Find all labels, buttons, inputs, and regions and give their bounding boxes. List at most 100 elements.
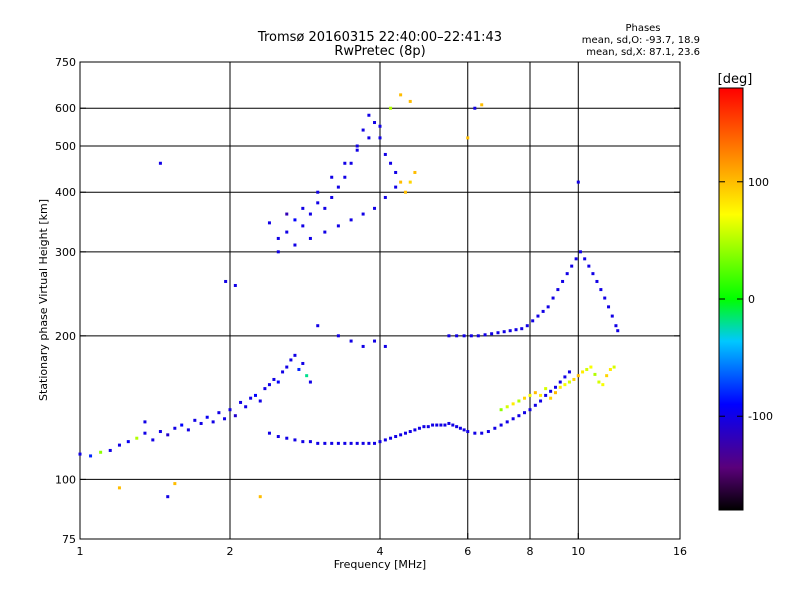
data-point	[576, 180, 580, 184]
data-point	[549, 396, 553, 400]
data-point	[289, 358, 293, 362]
data-point	[403, 431, 407, 435]
legend-heading: Phases	[625, 23, 660, 34]
data-point	[361, 128, 365, 132]
data-point	[533, 403, 537, 407]
data-point	[616, 329, 620, 333]
data-point	[323, 206, 327, 210]
data-point	[267, 431, 271, 435]
data-point	[258, 495, 262, 499]
data-point	[305, 374, 309, 378]
data-point	[361, 344, 365, 348]
data-point	[158, 161, 162, 165]
y-axis: 75 100 200 300 400 500 600 750	[55, 56, 680, 546]
data-point	[558, 385, 562, 389]
data-point	[389, 106, 393, 110]
data-point	[308, 212, 312, 216]
data-point	[166, 495, 170, 499]
data-point	[597, 380, 601, 384]
data-point	[293, 353, 297, 357]
data-point	[343, 175, 347, 179]
data-point	[589, 365, 593, 369]
x-tick-label: 6	[464, 545, 471, 558]
data-point	[605, 374, 609, 378]
data-point	[330, 441, 334, 445]
data-point	[323, 230, 327, 234]
data-point	[394, 170, 398, 174]
chart-subtitle: RwPretec (8p)	[334, 44, 425, 59]
data-point	[143, 431, 147, 435]
data-point	[469, 334, 473, 338]
data-point	[587, 264, 591, 268]
x-tick-label: 16	[673, 545, 687, 558]
data-point	[233, 283, 237, 287]
data-points	[78, 93, 620, 499]
x-tick-label: 1	[77, 545, 84, 558]
data-point	[614, 324, 618, 328]
data-point	[224, 279, 228, 283]
data-point	[267, 221, 271, 225]
data-point	[293, 438, 297, 442]
data-point	[525, 324, 529, 328]
data-point	[205, 415, 209, 419]
data-point	[301, 224, 305, 228]
data-point	[466, 430, 470, 434]
data-point	[595, 279, 599, 283]
data-point	[473, 431, 477, 435]
colorbar-tick-label: -100	[748, 410, 773, 423]
data-point	[276, 236, 280, 240]
data-point	[301, 206, 305, 210]
data-point	[349, 218, 353, 222]
data-point	[531, 319, 535, 323]
data-point	[143, 420, 147, 424]
data-point	[451, 423, 455, 427]
data-point	[561, 279, 565, 283]
data-point	[223, 417, 227, 421]
data-point	[343, 161, 347, 165]
data-point	[505, 420, 509, 424]
data-point	[556, 288, 560, 292]
data-point	[89, 454, 93, 458]
y-tick-label: 200	[55, 330, 76, 343]
data-point	[581, 370, 585, 374]
data-point	[480, 431, 484, 435]
data-point	[608, 367, 612, 371]
data-point	[99, 450, 103, 454]
data-point	[447, 421, 451, 425]
data-point	[361, 441, 365, 445]
data-point	[373, 339, 377, 343]
data-point	[563, 375, 567, 379]
data-point	[499, 408, 503, 412]
y-tick-label: 300	[55, 246, 76, 259]
data-point	[546, 305, 550, 309]
data-point	[462, 428, 466, 432]
data-point	[408, 99, 412, 103]
data-point	[285, 230, 289, 234]
data-point	[517, 399, 521, 403]
data-point	[285, 212, 289, 216]
data-point	[316, 201, 320, 205]
data-point	[361, 212, 365, 216]
data-point	[551, 296, 555, 300]
data-point	[193, 418, 197, 422]
y-tick-label: 75	[62, 533, 76, 546]
data-point	[417, 426, 421, 430]
data-point	[435, 423, 439, 427]
data-point	[601, 383, 605, 387]
chart-title: Tromsø 20160315 22:40:00–22:41:43	[257, 30, 502, 45]
data-point	[483, 333, 487, 337]
data-point	[330, 175, 334, 179]
data-point	[567, 380, 571, 384]
x-tick-label: 2	[227, 545, 234, 558]
data-point	[367, 113, 371, 117]
data-point	[330, 195, 334, 199]
data-point	[336, 185, 340, 189]
data-point	[439, 423, 443, 427]
data-point	[293, 243, 297, 247]
legend-line-x: mean, sd,X: 87.1, 23.6	[586, 47, 700, 58]
data-point	[378, 136, 382, 140]
data-point	[574, 257, 578, 261]
data-point	[78, 452, 82, 456]
data-point	[578, 250, 582, 254]
data-point	[383, 152, 387, 156]
